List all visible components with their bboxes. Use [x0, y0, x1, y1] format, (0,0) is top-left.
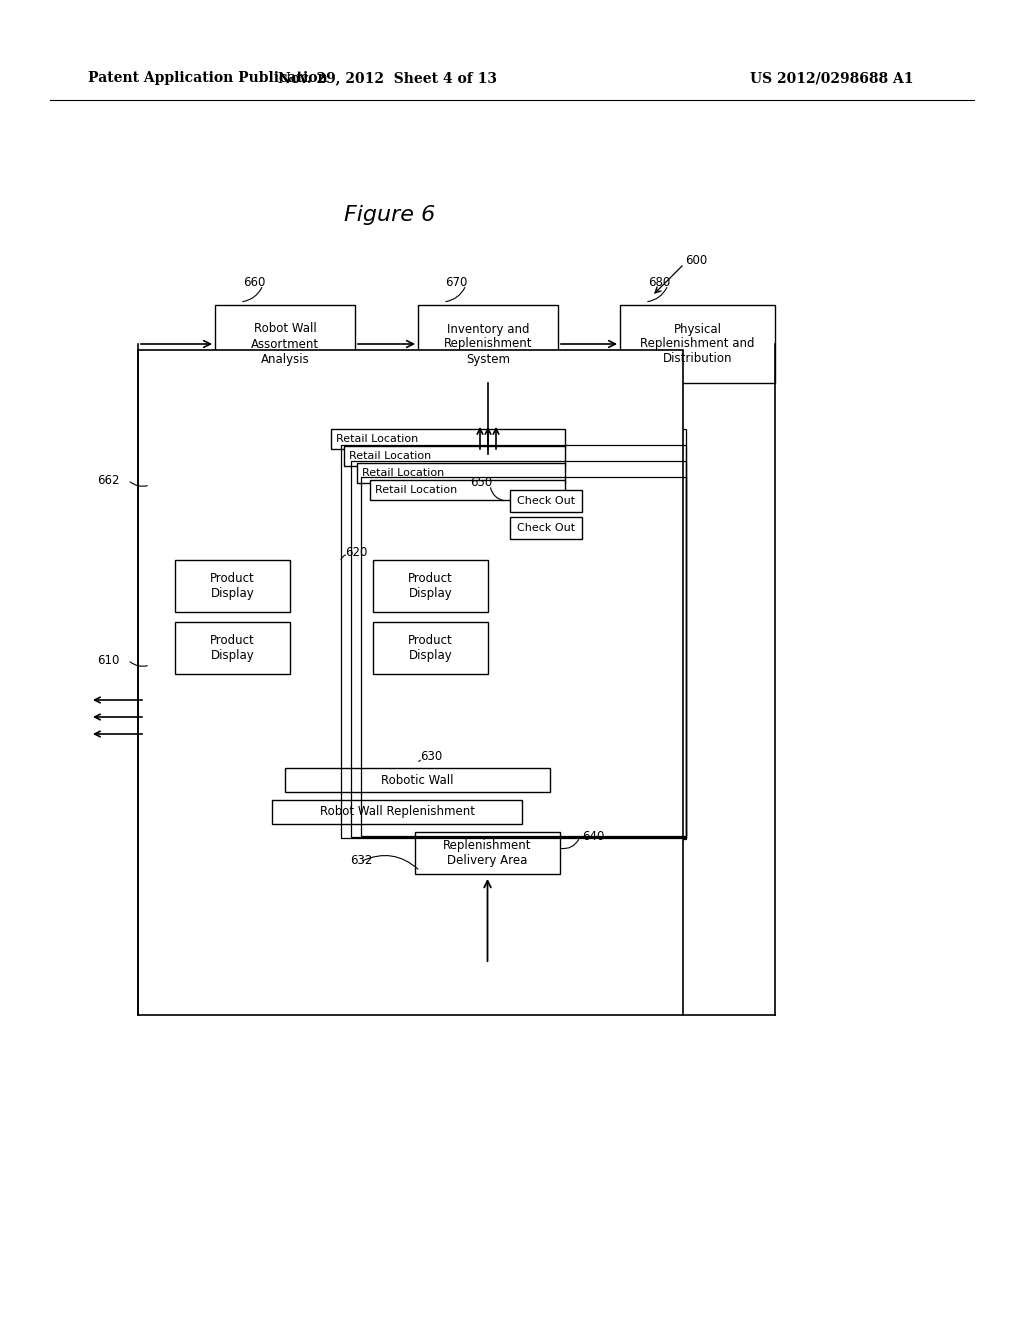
Bar	[272, 800, 522, 824]
Text: 640: 640	[582, 830, 604, 843]
Bar	[331, 429, 686, 840]
Bar	[341, 445, 686, 838]
Bar	[620, 305, 775, 383]
Text: Nov. 29, 2012  Sheet 4 of 13: Nov. 29, 2012 Sheet 4 of 13	[279, 71, 498, 84]
Text: Product
Display: Product Display	[409, 634, 453, 663]
Text: Inventory and
Replenishment
System: Inventory and Replenishment System	[443, 322, 532, 366]
Bar	[510, 517, 582, 539]
Text: 680: 680	[648, 276, 670, 289]
Text: Robot Wall
Assortment
Analysis: Robot Wall Assortment Analysis	[251, 322, 319, 366]
Bar	[138, 350, 683, 1015]
Text: 620: 620	[345, 545, 368, 558]
Bar	[215, 305, 355, 383]
Bar	[175, 560, 290, 612]
Bar	[331, 429, 565, 449]
Text: Retail Location: Retail Location	[349, 451, 431, 461]
Text: US 2012/0298688 A1: US 2012/0298688 A1	[750, 71, 913, 84]
Text: 660: 660	[243, 276, 265, 289]
Text: Robotic Wall: Robotic Wall	[381, 774, 454, 787]
Bar	[418, 305, 558, 383]
Text: 600: 600	[685, 253, 708, 267]
Text: 670: 670	[445, 276, 468, 289]
Text: Check Out: Check Out	[517, 496, 575, 506]
Text: Figure 6: Figure 6	[344, 205, 435, 224]
Bar	[373, 622, 488, 675]
Text: 632: 632	[350, 854, 373, 866]
Text: Check Out: Check Out	[517, 523, 575, 533]
Bar	[361, 477, 686, 836]
Text: Replenishment
Delivery Area: Replenishment Delivery Area	[443, 840, 531, 867]
Bar	[373, 560, 488, 612]
Text: 610: 610	[97, 653, 120, 667]
Text: Product
Display: Product Display	[210, 572, 255, 601]
Text: Product
Display: Product Display	[210, 634, 255, 663]
Text: Product
Display: Product Display	[409, 572, 453, 601]
Text: 662: 662	[97, 474, 120, 487]
Text: Retail Location: Retail Location	[362, 469, 444, 478]
Text: Retail Location: Retail Location	[375, 484, 458, 495]
Text: Physical
Replenishment and
Distribution: Physical Replenishment and Distribution	[640, 322, 755, 366]
Text: 630: 630	[420, 750, 442, 763]
Bar	[357, 463, 565, 483]
Bar	[415, 832, 560, 874]
Bar	[175, 622, 290, 675]
Bar	[344, 446, 565, 466]
Bar	[370, 480, 565, 500]
Text: Patent Application Publication: Patent Application Publication	[88, 71, 328, 84]
Text: Retail Location: Retail Location	[336, 434, 418, 444]
Text: 650: 650	[470, 475, 492, 488]
Bar	[285, 768, 550, 792]
Bar	[510, 490, 582, 512]
Text: Robot Wall Replenishment: Robot Wall Replenishment	[319, 805, 474, 818]
Bar	[351, 461, 686, 837]
